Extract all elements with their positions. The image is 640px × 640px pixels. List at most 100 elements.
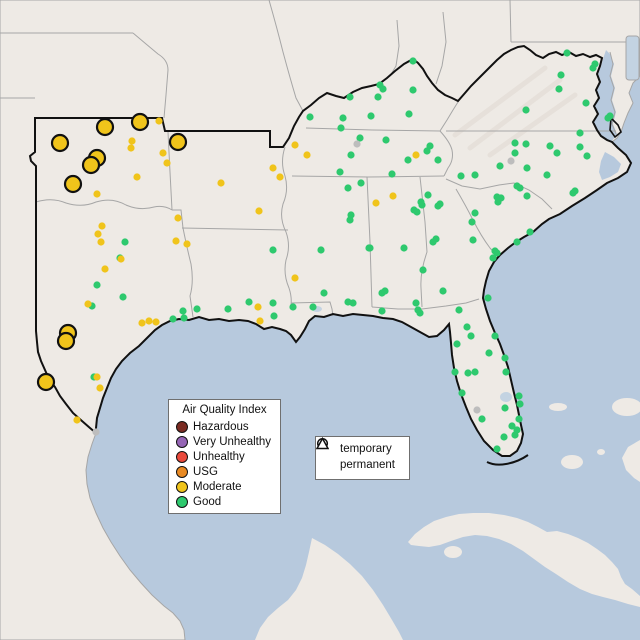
aqi-legend-item-hazardous: Hazardous [169,419,280,434]
permanent-station-dot [400,244,408,252]
aqi-legend: Air Quality Index Hazardous Very Unhealth… [168,399,281,514]
temporary-station-dot [50,133,70,153]
permanent-station-dot [417,198,425,206]
permanent-station-dot [117,255,125,263]
triangle-marker-icon [316,437,335,472]
permanent-station-dot [522,140,530,148]
permanent-station-dot [388,170,396,178]
permanent-station-dot [337,124,345,132]
permanent-station-dot [604,114,612,122]
permanent-station-dot [453,340,461,348]
state-borders [0,0,628,318]
permanent-station-dot [412,299,420,307]
aqi-legend-label: Hazardous [193,420,249,433]
permanent-station-dot [379,85,387,93]
permanent-station-dot [356,134,364,142]
permanent-station-dot [555,85,563,93]
delmarva-tip-outline [609,116,622,139]
aqi-legend-label: Very Unhealthy [193,435,271,448]
marker-legend-rows: temporary permanent [316,437,409,473]
permanent-station-dot [557,71,565,79]
permanent-station-dot [523,192,531,200]
permanent-station-dot [434,202,442,210]
permanent-station-dot [569,189,577,197]
permanent-station-dot [458,389,466,397]
permanent-station-dot [180,314,188,322]
permanent-station-dot [320,289,328,297]
permanent-station-dot [502,368,510,376]
permanent-station-dot [419,266,427,274]
permanent-station-dot [496,162,504,170]
permanent-station-dot [289,303,297,311]
aqi-legend-label: Moderate [193,480,242,493]
permanent-station-dot [589,64,597,72]
permanent-station-dot [455,306,463,314]
permanent-station-dot [224,305,232,313]
aqi-color-swatch [176,480,188,493]
terrain-ridges [452,65,578,158]
permanent-station-dot [471,171,479,179]
permanent-station-dot [491,332,499,340]
permanent-station-dot [93,373,101,381]
permanent-station-dot [553,149,561,157]
permanent-station-dot [145,317,153,325]
temporary-station-dot [36,372,56,392]
permanent-station-dot [347,151,355,159]
station-dots [36,49,614,453]
permanent-station-dot [172,237,180,245]
permanent-station-dot [128,137,136,145]
permanent-station-dot [511,139,519,147]
permanent-station-dot [469,236,477,244]
corner-inset-box [625,35,640,81]
permanent-station-dot [489,254,497,262]
aqi-legend-item-very-unhealthy: Very Unhealthy [169,434,280,449]
permanent-station-dot [526,228,534,236]
permanent-station-dot [366,244,374,252]
permanent-station-dot [155,117,163,125]
permanent-station-dot [346,216,354,224]
permanent-station-dot [515,415,523,423]
isle-of-youth-island [444,546,462,558]
permanent-station-dot [84,300,92,308]
permanent-station-dot [349,299,357,307]
permanent-station-dot [291,141,299,149]
permanent-station-dot [409,57,417,65]
permanent-station-dot [439,287,447,295]
permanent-station-dot [434,156,442,164]
permanent-station-dot [511,149,519,157]
temporary-station-dot [130,112,150,132]
permanent-station-dot [159,149,167,157]
permanent-station-dot [98,222,106,230]
permanent-station-dot [133,173,141,181]
permanent-station-dot [346,93,354,101]
permanent-station-dot [582,99,590,107]
permanent-station-dot [511,431,519,439]
permanent-station-dot [576,143,584,151]
aqi-legend-item-usg: USG [169,464,280,479]
permanent-station-dot [467,332,475,340]
aqi-color-swatch [176,420,188,433]
permanent-station-dot [367,112,375,120]
permanent-station-dot [183,240,191,248]
permanent-station-dot [409,86,417,94]
permanent-station-dot [336,168,344,176]
permanent-station-dot [404,156,412,164]
aqi-legend-label: USG [193,465,218,478]
marker-legend-label: temporary [340,443,392,455]
permanent-station-dot [500,433,508,441]
permanent-station-dot [473,406,481,414]
permanent-station-dot [583,152,591,160]
permanent-station-dot [543,171,551,179]
permanent-station-dot [513,238,521,246]
aqi-legend-item-moderate: Moderate [169,479,280,494]
aqi-color-swatch [176,465,188,478]
permanent-station-dot [169,315,177,323]
permanent-station-dot [412,151,420,159]
permanent-station-dot [491,247,499,255]
aqi-color-swatch [176,495,188,508]
permanent-station-dot [163,159,171,167]
permanent-station-dot [276,173,284,181]
permanent-station-dot [217,179,225,187]
